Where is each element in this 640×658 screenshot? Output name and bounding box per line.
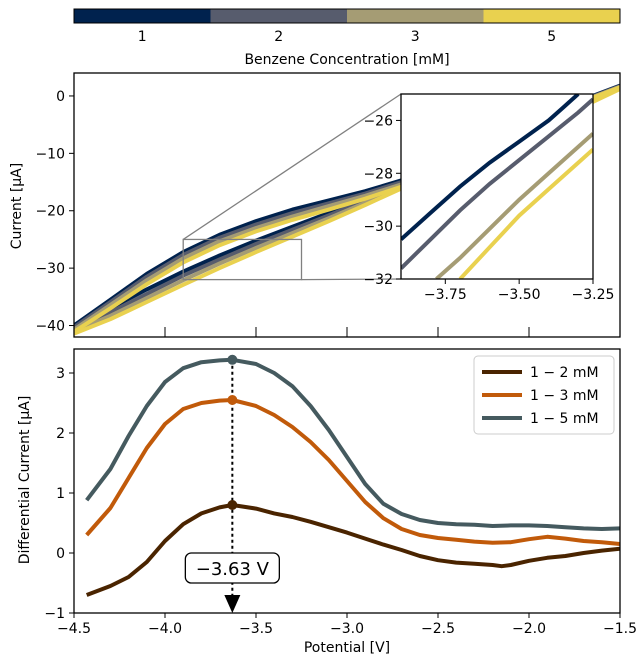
inset-ytick-label: −30	[363, 219, 393, 235]
annotation-box	[184, 552, 280, 584]
top-panel: −3.75 −3.50 −3.25 −26 −28 −30 −32 0 −10 −20 −30 −40	[35, 72, 621, 338]
inset-frame	[400, 93, 594, 280]
colorbar-swatch	[210, 9, 347, 23]
colorbar-label: Benzene Concentration [mM]	[244, 52, 449, 68]
peak-marker	[227, 354, 238, 365]
annotation-text: −3.63 V	[196, 559, 270, 580]
zoom-connector	[182, 93, 402, 240]
peak-annotation: −3.63 V	[184, 552, 280, 584]
bottom-xtick-label: −2.5	[421, 621, 455, 637]
bottom-ylabel: Differential Current [μA]	[17, 396, 33, 565]
colorbar-tick-label: 5	[547, 29, 556, 45]
top-ytick-label: −10	[35, 146, 65, 162]
inset-series-2	[401, 97, 593, 270]
top-ytick-label: −40	[35, 319, 65, 335]
bottom-ytick-label: 3	[56, 366, 65, 382]
zoom-box	[182, 238, 303, 281]
inset-ytick-label: −28	[363, 166, 393, 182]
inset-lines	[401, 94, 593, 279]
legend-label: 1 − 3 mM	[530, 388, 599, 404]
bottom-ytick-label: 0	[56, 546, 65, 562]
peak-marker	[227, 500, 238, 510]
top-ytick-label: 0	[56, 89, 65, 105]
inset-xtick-label: −3.75	[424, 287, 467, 303]
inset-xtick-label: −3.25	[572, 287, 615, 303]
bottom-xtick-label: −2.0	[512, 621, 546, 637]
colorbar-tick-label: 3	[411, 29, 420, 45]
diff-series-1	[85, 503, 620, 597]
bottom-panel: −3.63 V −4.5 −4.0 −3.5 −3.0 −2.5 −2.0 −1.5 −1 0 1 2…	[44, 348, 637, 637]
bottom-xlabel: Potential [V]	[304, 640, 390, 656]
inset-xtick-label: −3.50	[498, 287, 541, 303]
top-ytick-label: −20	[35, 204, 65, 220]
diff-series-2	[85, 398, 620, 546]
bottom-xtick-label: −3.5	[239, 621, 273, 637]
legend: 1 − 2 mM 1 − 3 mM 1 − 5 mM	[473, 355, 615, 435]
zoom-connector	[301, 278, 402, 281]
inset-series-3	[435, 132, 593, 279]
bottom-xtick-label: −1.5	[603, 621, 637, 637]
bottom-xtick-label: −3.0	[330, 621, 364, 637]
colorbar-frame	[73, 8, 621, 24]
legend-frame	[473, 355, 615, 435]
inset-series-1	[401, 94, 580, 241]
colorbar-swatch	[347, 9, 484, 23]
peak-arrow	[224, 595, 241, 613]
legend-label: 1 − 5 mM	[530, 411, 599, 427]
colorbar-tick-label: 2	[274, 29, 283, 45]
bottom-ytick-label: 1	[56, 486, 65, 502]
inset-ytick-label: −26	[363, 113, 393, 129]
colorbar: 1 2 3 5	[73, 8, 621, 45]
bottom-ytick-label: −1	[44, 606, 65, 622]
colorbar-swatch	[74, 9, 211, 23]
bottom-xtick-label: −4.0	[148, 621, 182, 637]
diff-lines	[85, 357, 620, 597]
diff-series-3	[85, 357, 620, 531]
bottom-xtick-label: −4.5	[57, 621, 91, 637]
peak-marker	[227, 395, 238, 405]
top-ylabel: Current [μA]	[9, 163, 25, 249]
inset-series-5	[458, 148, 593, 279]
bottom-ytick-label: 2	[56, 426, 65, 442]
legend-label: 1 − 2 mM	[530, 365, 599, 381]
inset-ytick-label: −32	[363, 272, 393, 288]
colorbar-tick-label: 1	[138, 29, 147, 45]
colorbar-swatch	[483, 9, 620, 23]
top-ytick-label: −30	[35, 261, 65, 277]
